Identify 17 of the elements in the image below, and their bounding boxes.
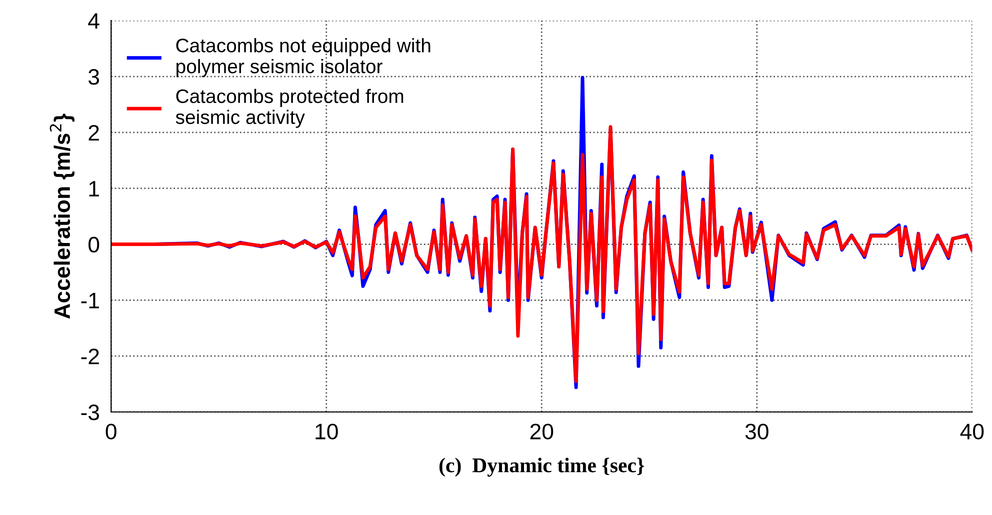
legend-label: Catacombs not equipped with polymer seismic isolator xyxy=(176,38,430,78)
x-tick-label: 30 xyxy=(745,424,768,440)
y-tick-label: -3 xyxy=(81,404,100,420)
y-tick-label: 4 xyxy=(88,13,100,29)
x-tick-label: 20 xyxy=(530,424,554,440)
y-tick-label: 0 xyxy=(88,236,100,253)
x-tick-label: 10 xyxy=(316,424,338,440)
x-tick-label: 40 xyxy=(960,424,984,440)
y-tick-label: -1 xyxy=(81,292,99,308)
legend-label: Catacombs protected from seismic activity xyxy=(176,88,404,128)
y-tick-label: -2 xyxy=(81,348,99,364)
y-axis-title: Acceleration {m/s$^{2}$} xyxy=(50,114,74,319)
y-tick-label: 2 xyxy=(88,124,99,140)
y-tick-label: 3 xyxy=(88,69,100,85)
x-axis-title: (c) Dynamic time {sec} xyxy=(439,458,644,477)
y-tick-label: 1 xyxy=(89,181,99,196)
x-tick-label: 0 xyxy=(106,424,116,440)
